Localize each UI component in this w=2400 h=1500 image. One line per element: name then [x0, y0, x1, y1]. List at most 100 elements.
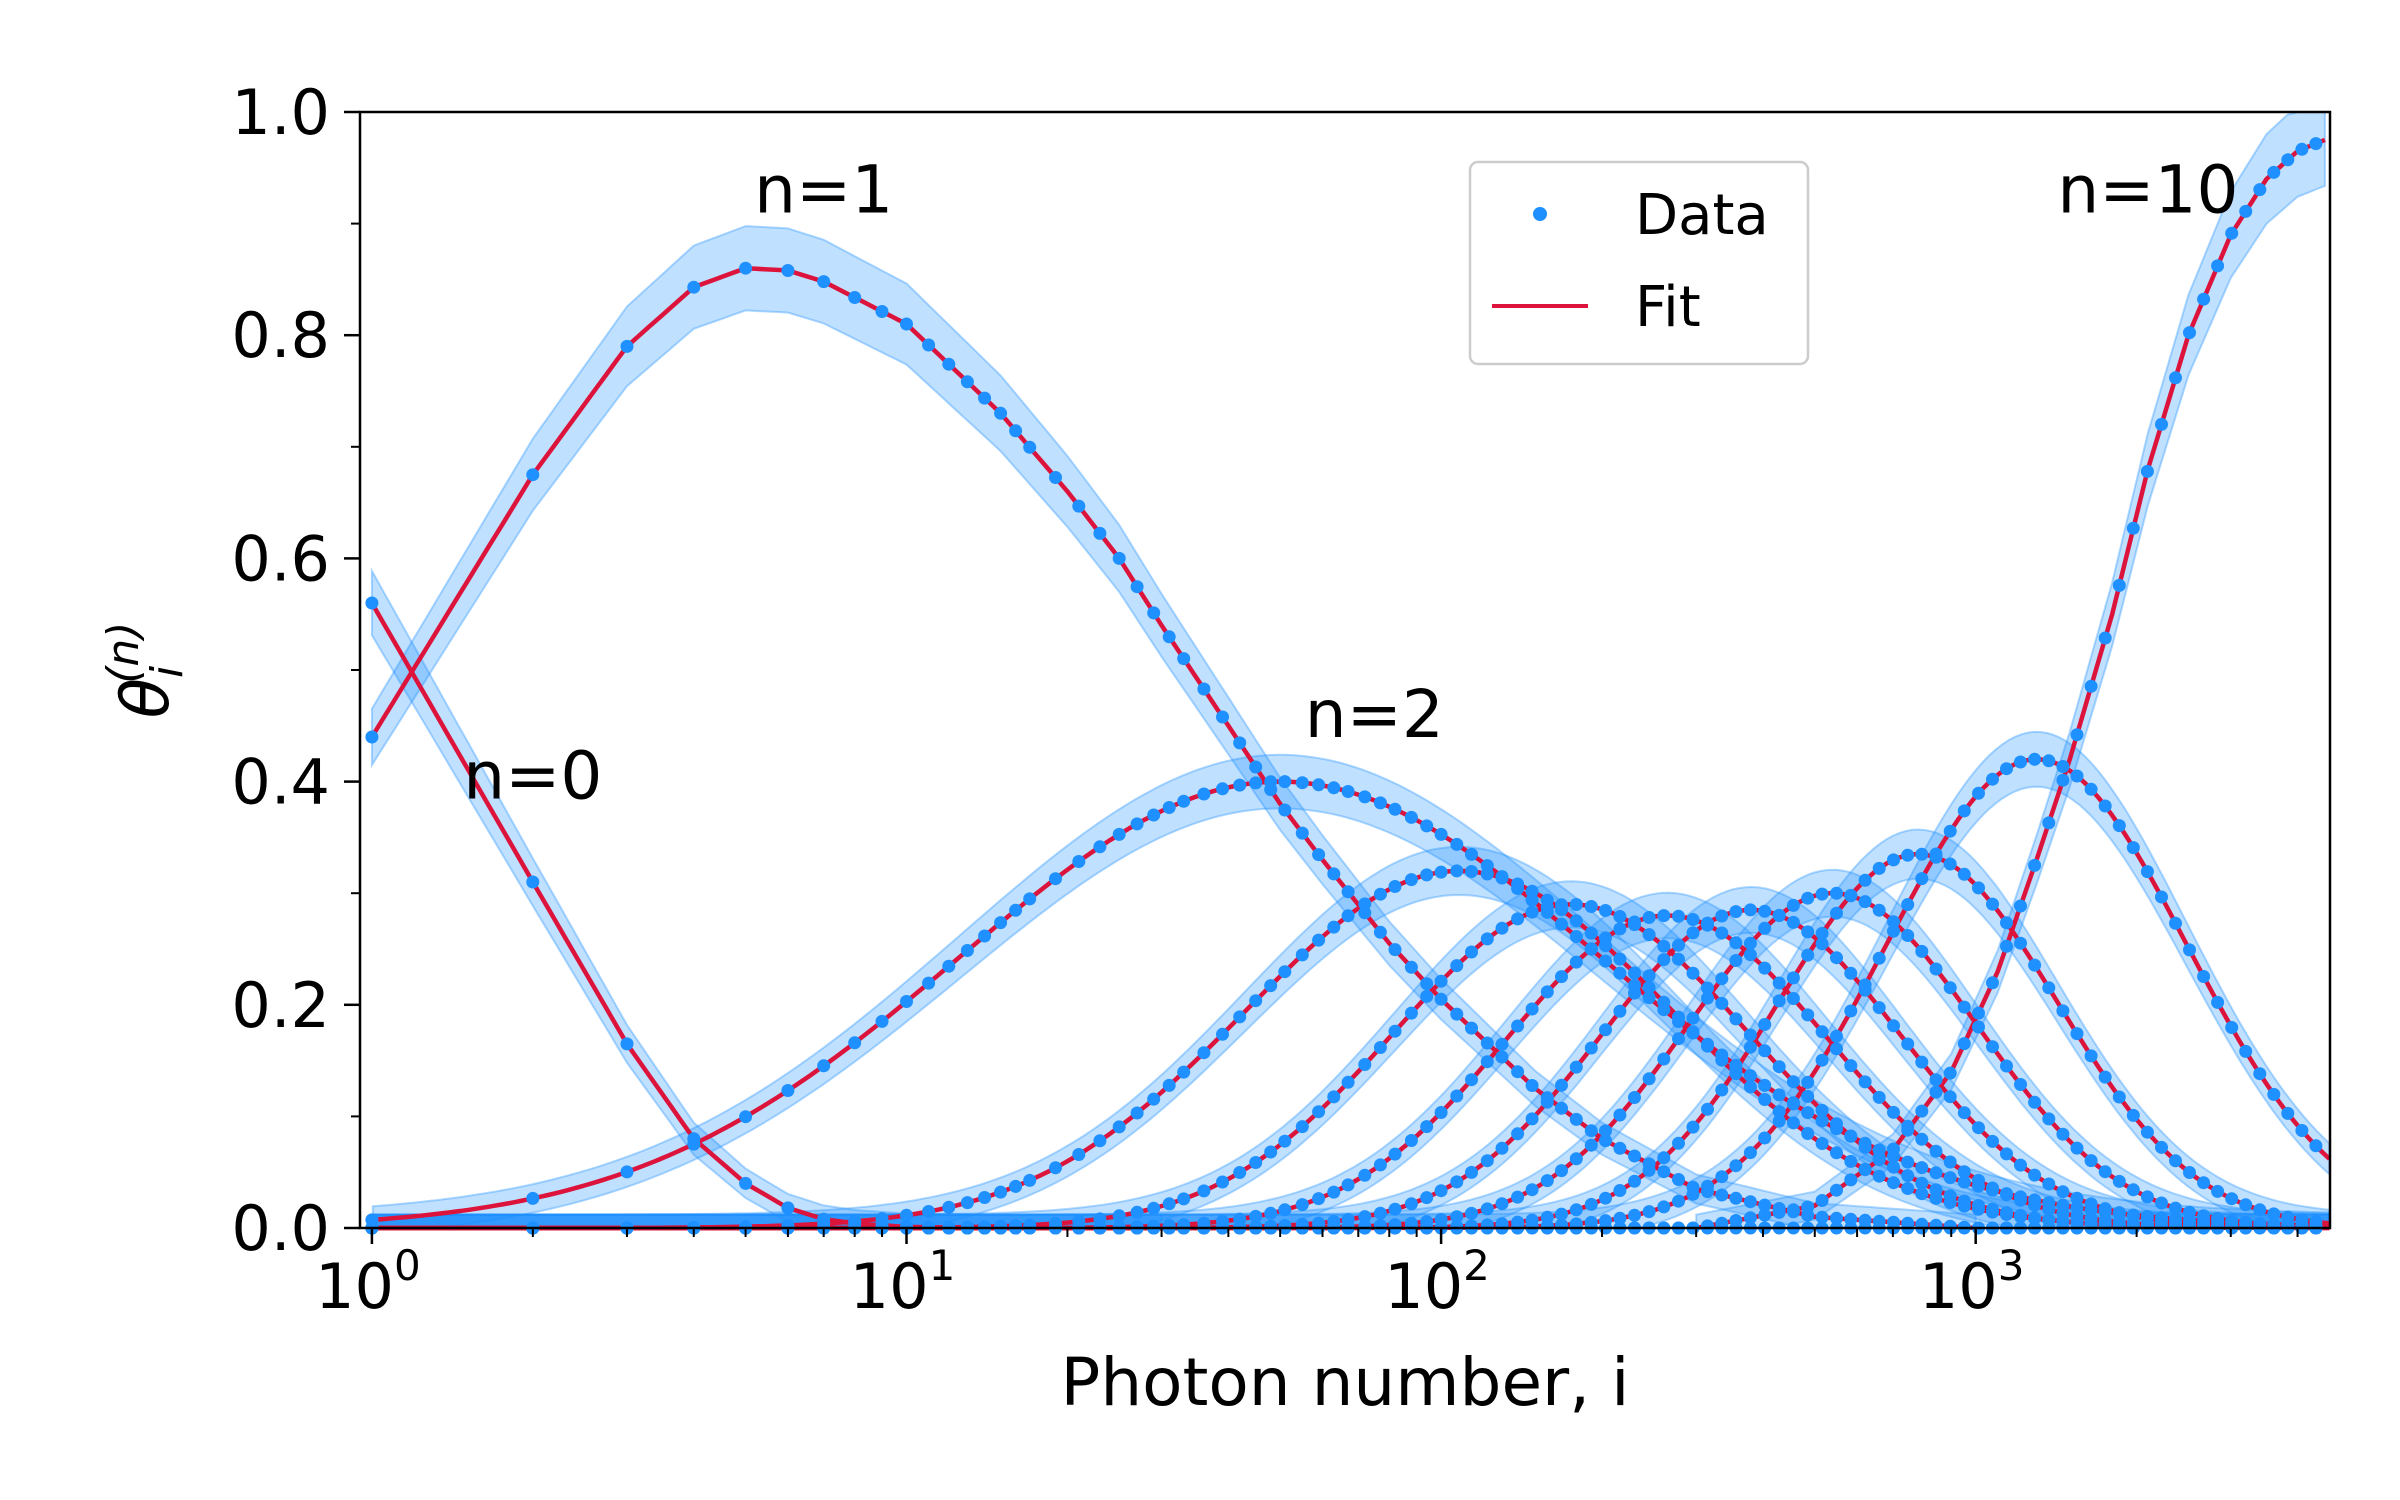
data-point-n9: [1801, 1075, 1815, 1089]
data-point-n9: [2140, 865, 2154, 879]
data-point-n2: [1569, 930, 1583, 943]
data-point-n9: [1986, 772, 1999, 786]
data-point-n8: [1772, 994, 1786, 1008]
data-point-n2: [848, 1036, 862, 1050]
data-point-n2: [1162, 801, 1176, 814]
data-point-n8: [2197, 1176, 2211, 1190]
data-point-n4: [1657, 939, 1671, 953]
data-point-n1: [1420, 977, 1434, 991]
data-point-n5: [1858, 1075, 1872, 1089]
data-point-n3: [1373, 887, 1387, 901]
x-tick-exp: 0: [394, 1241, 421, 1290]
data-point-n2: [526, 1191, 540, 1205]
data-point-n3: [1249, 994, 1263, 1008]
data-point-n4: [1972, 1199, 1985, 1212]
data-point-n2: [1233, 778, 1247, 792]
data-point-n7: [1569, 1152, 1583, 1166]
data-point-n1: [781, 264, 795, 277]
data-point-n10: [2239, 204, 2253, 218]
data-point-n10: [1815, 1194, 1829, 1207]
data-point-n10: [1901, 1123, 1915, 1137]
data-point-n8: [1613, 1184, 1627, 1197]
data-point-n10: [2183, 326, 2196, 340]
data-point-n1: [1657, 1165, 1671, 1179]
data-point-n2: [739, 1110, 753, 1124]
data-point-n6: [1729, 905, 1743, 919]
data-point-n3: [900, 1208, 913, 1222]
data-point-n4: [1701, 981, 1714, 995]
data-point-n4: [1358, 1058, 1372, 1071]
data-point-n10: [2295, 142, 2309, 156]
data-point-n9: [2281, 1106, 2295, 1120]
data-point-n4: [1772, 1060, 1786, 1074]
data-point-n1: [1628, 1149, 1641, 1163]
data-point-n7: [1555, 1164, 1568, 1178]
data-point-n4: [1943, 1189, 1957, 1203]
data-point-n10: [1729, 1214, 1743, 1227]
data-point-n5: [1388, 1147, 1402, 1161]
data-point-n8: [2028, 958, 2042, 972]
data-point-n2: [1772, 1088, 1786, 1102]
data-point-n5: [1986, 1181, 1999, 1195]
data-point-n5: [1642, 911, 1656, 924]
data-point-n4: [1686, 966, 1700, 980]
data-point-n1: [1177, 652, 1191, 666]
data-point-n7: [1525, 1183, 1539, 1197]
data-point-n8: [1986, 897, 1999, 911]
data-point-n1: [1929, 1218, 1943, 1232]
data-point-n1: [1216, 710, 1229, 724]
legend-data-marker: [1533, 207, 1547, 221]
data-point-n6: [1584, 1041, 1598, 1055]
data-point-n3: [1093, 1134, 1107, 1148]
data-point-n3: [1786, 1116, 1800, 1130]
data-point-n9: [1872, 951, 1886, 965]
data-point-n3: [1434, 865, 1448, 879]
data-point-n4: [1480, 932, 1494, 946]
data-point-n5: [1312, 1192, 1326, 1206]
data-point-n5: [1772, 976, 1786, 990]
data-point-n2: [1801, 1106, 1815, 1120]
data-point-n4: [1887, 1160, 1900, 1174]
data-point-n1: [1147, 606, 1161, 620]
data-point-n9: [1613, 1211, 1627, 1225]
data-point-n4: [2028, 1211, 2042, 1225]
data-point-n2: [1613, 966, 1627, 980]
data-point-n7: [1943, 981, 1957, 995]
data-point-n5: [1278, 1203, 1292, 1217]
uncertainty-bands: [370, 111, 2331, 1229]
data-point-n1: [1715, 1188, 1729, 1202]
data-point-n3: [1642, 981, 1656, 994]
data-point-n9: [1715, 1170, 1729, 1184]
data-point-n3: [1197, 1046, 1211, 1060]
data-point-n5: [1495, 1037, 1509, 1051]
data-point-n5: [2070, 1209, 2084, 1223]
data-point-n1: [1388, 943, 1402, 957]
data-point-n3: [960, 1196, 974, 1210]
data-point-n2: [978, 929, 992, 943]
data-point-n2: [1264, 775, 1278, 789]
data-point-n8: [1815, 926, 1829, 940]
data-point-n10: [1715, 1216, 1729, 1230]
data-point-n10: [1915, 1104, 1929, 1118]
data-point-n4: [1112, 1209, 1126, 1223]
data-point-n3: [1341, 909, 1355, 923]
data-point-n7: [1887, 915, 1900, 929]
data-point-n2: [1327, 781, 1341, 795]
data-point-n5: [1915, 1132, 1929, 1146]
data-point-n9: [1672, 1194, 1685, 1208]
data-point-n0: [526, 875, 540, 889]
data-point-n6: [1525, 1112, 1539, 1126]
data-point-n8: [1715, 1083, 1729, 1097]
data-point-n10: [2000, 939, 2013, 953]
data-point-n5: [1801, 1008, 1815, 1022]
data-point-n3: [1264, 979, 1278, 993]
data-point-n5: [1584, 942, 1598, 956]
data-point-n9: [2126, 841, 2140, 855]
data-point-n1: [1569, 1112, 1583, 1126]
data-point-n9: [2225, 1021, 2239, 1034]
data-point-n7: [1642, 1072, 1656, 1086]
data-point-n6: [1672, 938, 1685, 952]
data-point-n1: [1327, 867, 1341, 881]
annotation-2: n=2: [1305, 676, 1444, 753]
y-tick-label-4: 0.8: [231, 299, 330, 372]
